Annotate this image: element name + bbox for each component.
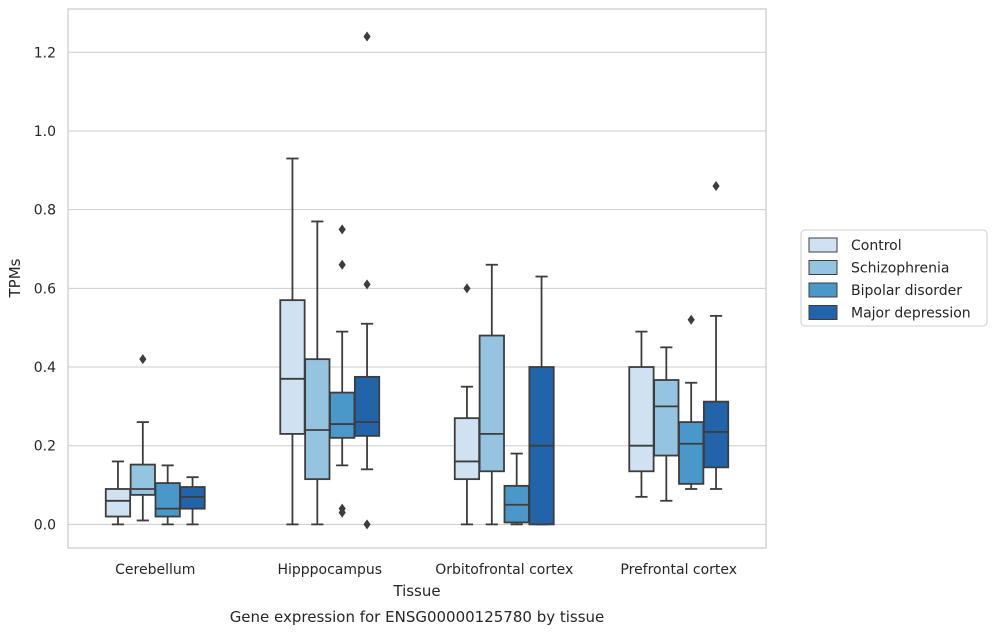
legend-swatch — [808, 237, 838, 253]
y-tick-label: 0.2 — [34, 439, 56, 455]
y-tick-label: 0.8 — [34, 203, 56, 219]
box-series — [104, 31, 730, 530]
box-group — [329, 224, 356, 518]
grid-lines — [68, 51, 766, 525]
box-group — [653, 346, 680, 502]
box-group — [279, 157, 306, 526]
outlier-point — [687, 314, 695, 325]
legend-label: Control — [851, 238, 902, 254]
box-iqr — [329, 391, 356, 439]
box-group — [678, 314, 705, 490]
y-tick-label: 0.4 — [34, 360, 56, 376]
box-iqr — [179, 486, 206, 510]
outlier-point — [338, 259, 346, 270]
outlier-point — [712, 181, 720, 192]
y-tick-labels: 0.0 0.2 0.4 0.6 0.8 1.0 1.2 — [34, 45, 56, 533]
y-tick-label: 1.0 — [34, 124, 56, 140]
box-iqr — [453, 417, 481, 481]
outlier-point — [338, 224, 346, 235]
box-group — [353, 31, 381, 530]
box-group — [179, 476, 206, 526]
x-tick-label: Orbitofrontal cortex — [435, 562, 573, 578]
outlier-point — [363, 31, 371, 42]
box-group — [528, 275, 555, 526]
x-tick-labels: Cerebellum Hipppocampus Orbitofrontal cort… — [115, 562, 737, 578]
y-tick-label: 1.2 — [34, 45, 56, 61]
legend-label: Major depression — [851, 306, 971, 322]
box-group — [304, 220, 331, 526]
y-axis-label: TPMs — [6, 258, 24, 298]
box-iqr — [279, 299, 306, 435]
legend-label: Schizophrenia — [851, 261, 949, 277]
box-group — [104, 460, 132, 526]
box-group — [154, 464, 181, 526]
chart-caption: Gene expression for ENSG00000125780 by t… — [230, 608, 605, 626]
legend-frame — [800, 229, 988, 327]
box-iqr — [678, 421, 705, 485]
box-group — [702, 181, 730, 490]
legend: Control Schizophrenia Bipolar disorder Majo… — [800, 229, 988, 327]
y-tick-label: 0.6 — [34, 281, 56, 297]
outlier-point — [463, 283, 471, 294]
x-axis-label: Tissue — [392, 582, 440, 600]
outlier-point — [139, 354, 147, 365]
box-iqr — [304, 358, 331, 481]
box-iqr — [628, 366, 655, 473]
box-group — [129, 354, 156, 522]
x-tick-label: Prefrontal cortex — [620, 562, 737, 578]
plot-frame — [67, 8, 767, 549]
legend-label: Bipolar disorder — [851, 283, 962, 299]
legend-swatch — [808, 260, 838, 275]
legend-swatch — [808, 282, 838, 298]
x-tick-label: Hipppocampus — [277, 562, 382, 578]
box-iqr — [653, 379, 680, 457]
box-group — [478, 263, 505, 526]
box-iqr — [478, 334, 505, 473]
outlier-point — [363, 519, 371, 530]
box-iqr — [129, 463, 156, 496]
outlier-point — [338, 507, 346, 518]
y-tick-label: 0.0 — [34, 517, 56, 533]
box-group — [628, 330, 655, 498]
x-tick-label: Cerebellum — [115, 562, 195, 578]
box-group — [453, 283, 481, 526]
legend-swatch — [808, 305, 838, 320]
box-iqr — [154, 482, 181, 518]
outlier-point — [363, 279, 371, 290]
box-iqr — [702, 400, 730, 469]
box-iqr — [104, 488, 132, 518]
box-group — [503, 452, 530, 526]
box-iqr — [353, 375, 381, 437]
